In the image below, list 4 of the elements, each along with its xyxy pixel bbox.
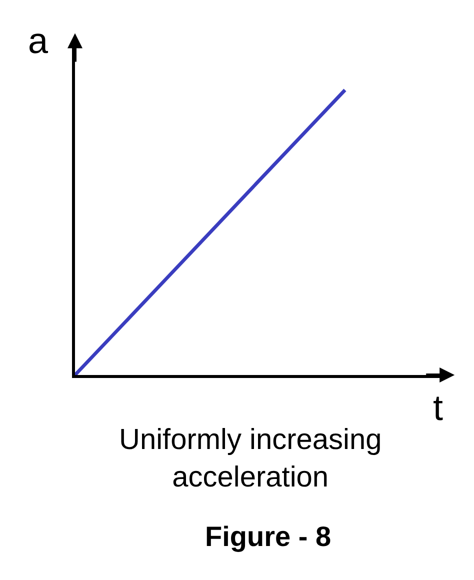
text: Figure - 8 [205, 521, 332, 552]
text: Uniformly increasing acceleration [119, 424, 382, 494]
x-axis-title: t [433, 387, 444, 428]
y-axis-title: a [28, 20, 49, 61]
